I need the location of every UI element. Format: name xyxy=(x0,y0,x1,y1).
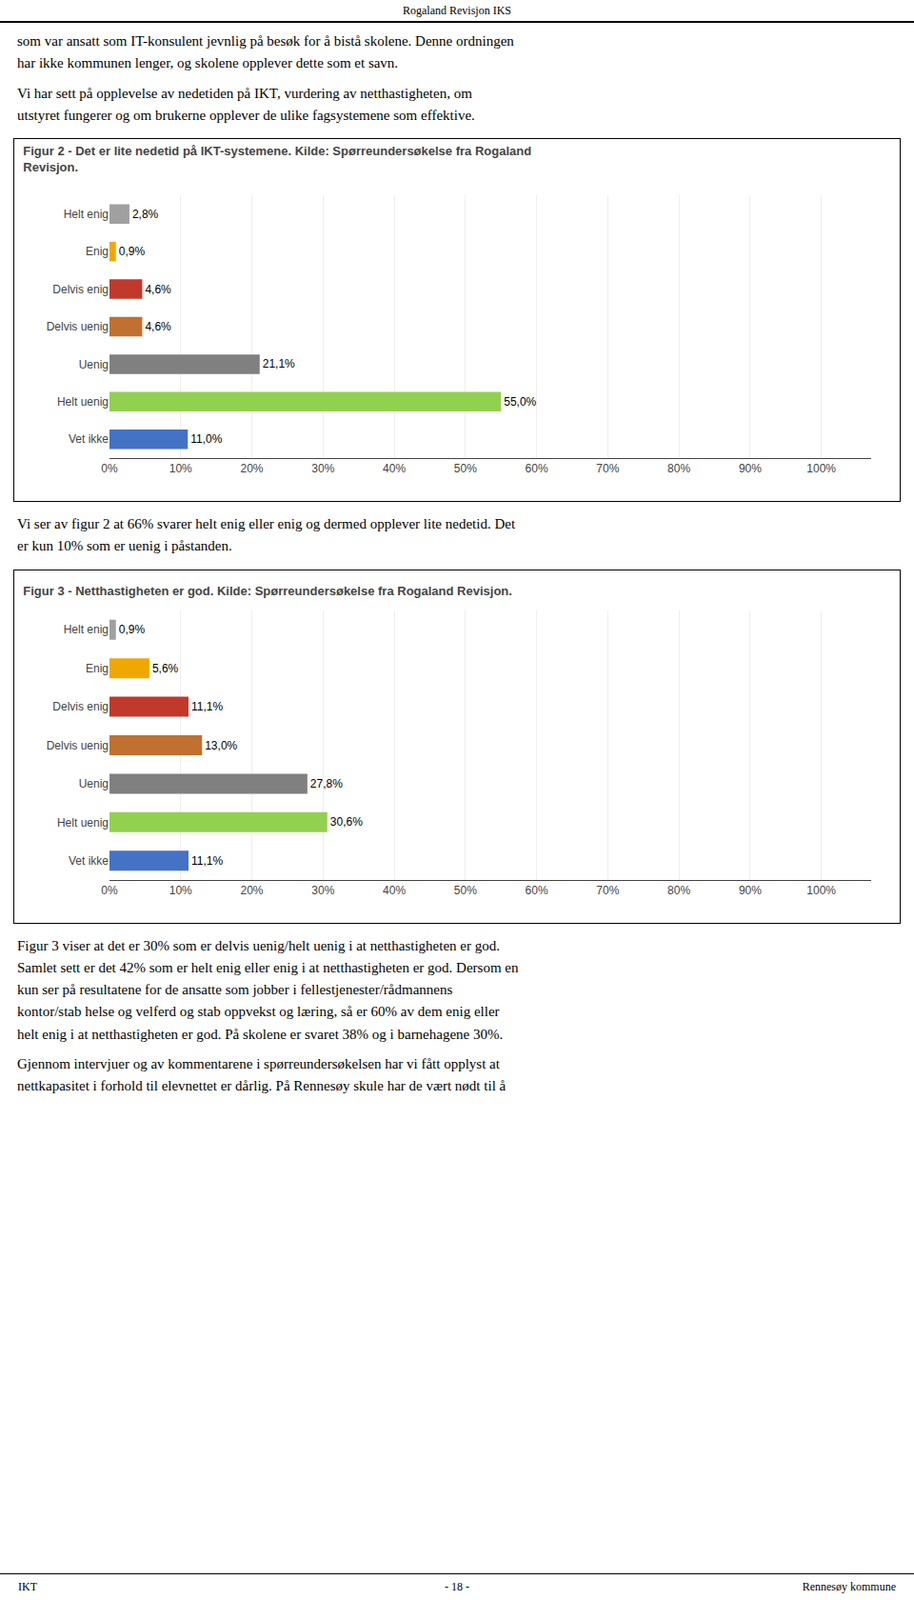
svg-text:0%: 0% xyxy=(100,461,119,476)
svg-text:13,0%: 13,0% xyxy=(204,737,238,752)
svg-text:60%: 60% xyxy=(525,883,549,897)
svg-text:21,1%: 21,1% xyxy=(262,357,296,371)
html-text:som var ansatt som IT-konsulen: som var ansatt som IT-konsulent jevnlig … xyxy=(17,33,514,71)
svg-text:11,1%: 11,1% xyxy=(191,853,223,867)
svg-text:70%: 70% xyxy=(596,461,619,476)
svg-text:0%: 0% xyxy=(100,883,119,897)
svg-text:Vet ikke: Vet ikke xyxy=(68,853,109,867)
svg-text:Helt enig: Helt enig xyxy=(63,622,109,636)
svg-text:Helt uenig: Helt uenig xyxy=(57,395,109,409)
svg-text:Delvis uenig: Delvis uenig xyxy=(46,319,109,334)
svg-text:20%: 20% xyxy=(240,883,264,897)
svg-text:80%: 80% xyxy=(667,883,691,897)
svg-text:Delvis uenig: Delvis uenig xyxy=(46,737,109,752)
svg-text:Helt uenig: Helt uenig xyxy=(57,814,109,829)
svg-text:27,8%: 27,8% xyxy=(310,775,343,790)
svg-text:80%: 80% xyxy=(667,461,691,476)
svg-text:11,1%: 11,1% xyxy=(191,699,223,714)
svg-text:10%: 10% xyxy=(169,883,193,897)
svg-text:4,6%: 4,6% xyxy=(144,319,172,334)
svg-text:30%: 30% xyxy=(311,883,335,897)
svg-text:100%: 100% xyxy=(806,461,836,476)
svg-text:Figur 2 - Det er lite nedetid: Figur 2 - Det er lite nedetid på IKT-sys… xyxy=(22,143,532,175)
html-text:Vi har sett på opplevelse av n: Vi har sett på opplevelse av nedetiden p… xyxy=(17,85,475,123)
svg-text:70%: 70% xyxy=(596,883,619,897)
svg-text:100%: 100% xyxy=(806,883,836,897)
svg-text:Enig: Enig xyxy=(85,660,109,675)
svg-text:Vet ikke: Vet ikke xyxy=(68,432,109,446)
svg-text:30,6%: 30,6% xyxy=(330,814,363,829)
svg-text:4,6%: 4,6% xyxy=(144,282,172,297)
svg-text:Figur 3 - Netthastigheten er g: Figur 3 - Netthastigheten er god. Kilde:… xyxy=(22,583,513,598)
svg-text:Delvis enig: Delvis enig xyxy=(52,699,109,714)
svg-text:40%: 40% xyxy=(382,461,406,476)
html-text:IKT: IKT xyxy=(18,1579,38,1593)
svg-text:20%: 20% xyxy=(240,461,264,476)
svg-text:90%: 90% xyxy=(738,883,762,897)
svg-text:Delvis enig: Delvis enig xyxy=(52,282,109,297)
svg-text:50%: 50% xyxy=(454,883,477,897)
html-text:Figur 3 viser at det er 30% so: Figur 3 viser at det er 30% som er delvi… xyxy=(17,937,519,1042)
svg-text:90%: 90% xyxy=(738,461,762,476)
html-text:Vi ser av figur 2 at 66% svare: Vi ser av figur 2 at 66% svarer helt eni… xyxy=(17,516,516,554)
svg-text:2,8%: 2,8% xyxy=(132,207,159,221)
svg-text:Uenig: Uenig xyxy=(79,776,109,791)
svg-text:40%: 40% xyxy=(382,883,406,897)
html-text:Rogaland Revisjon IKS: Rogaland Revisjon IKS xyxy=(402,3,512,18)
html-text:Gjennom intervjuer og av komme: Gjennom intervjuer og av kommentarene i … xyxy=(17,1055,506,1093)
html-text:Rennesøy kommune: Rennesøy kommune xyxy=(802,1579,896,1593)
svg-text:0,9%: 0,9% xyxy=(119,622,146,636)
svg-text:0,9%: 0,9% xyxy=(119,244,146,259)
svg-text:10%: 10% xyxy=(169,461,193,476)
svg-text:50%: 50% xyxy=(454,461,477,476)
svg-text:60%: 60% xyxy=(525,461,549,476)
svg-text:55,0%: 55,0% xyxy=(503,395,537,409)
svg-text:Helt enig: Helt enig xyxy=(63,207,109,221)
svg-text:Enig: Enig xyxy=(85,244,109,259)
svg-text:11,0%: 11,0% xyxy=(190,432,222,446)
html-text:- 18 -: - 18 - xyxy=(444,1579,470,1593)
svg-text:30%: 30% xyxy=(311,461,335,476)
svg-text:Uenig: Uenig xyxy=(79,357,109,372)
svg-text:5,6%: 5,6% xyxy=(152,660,179,675)
